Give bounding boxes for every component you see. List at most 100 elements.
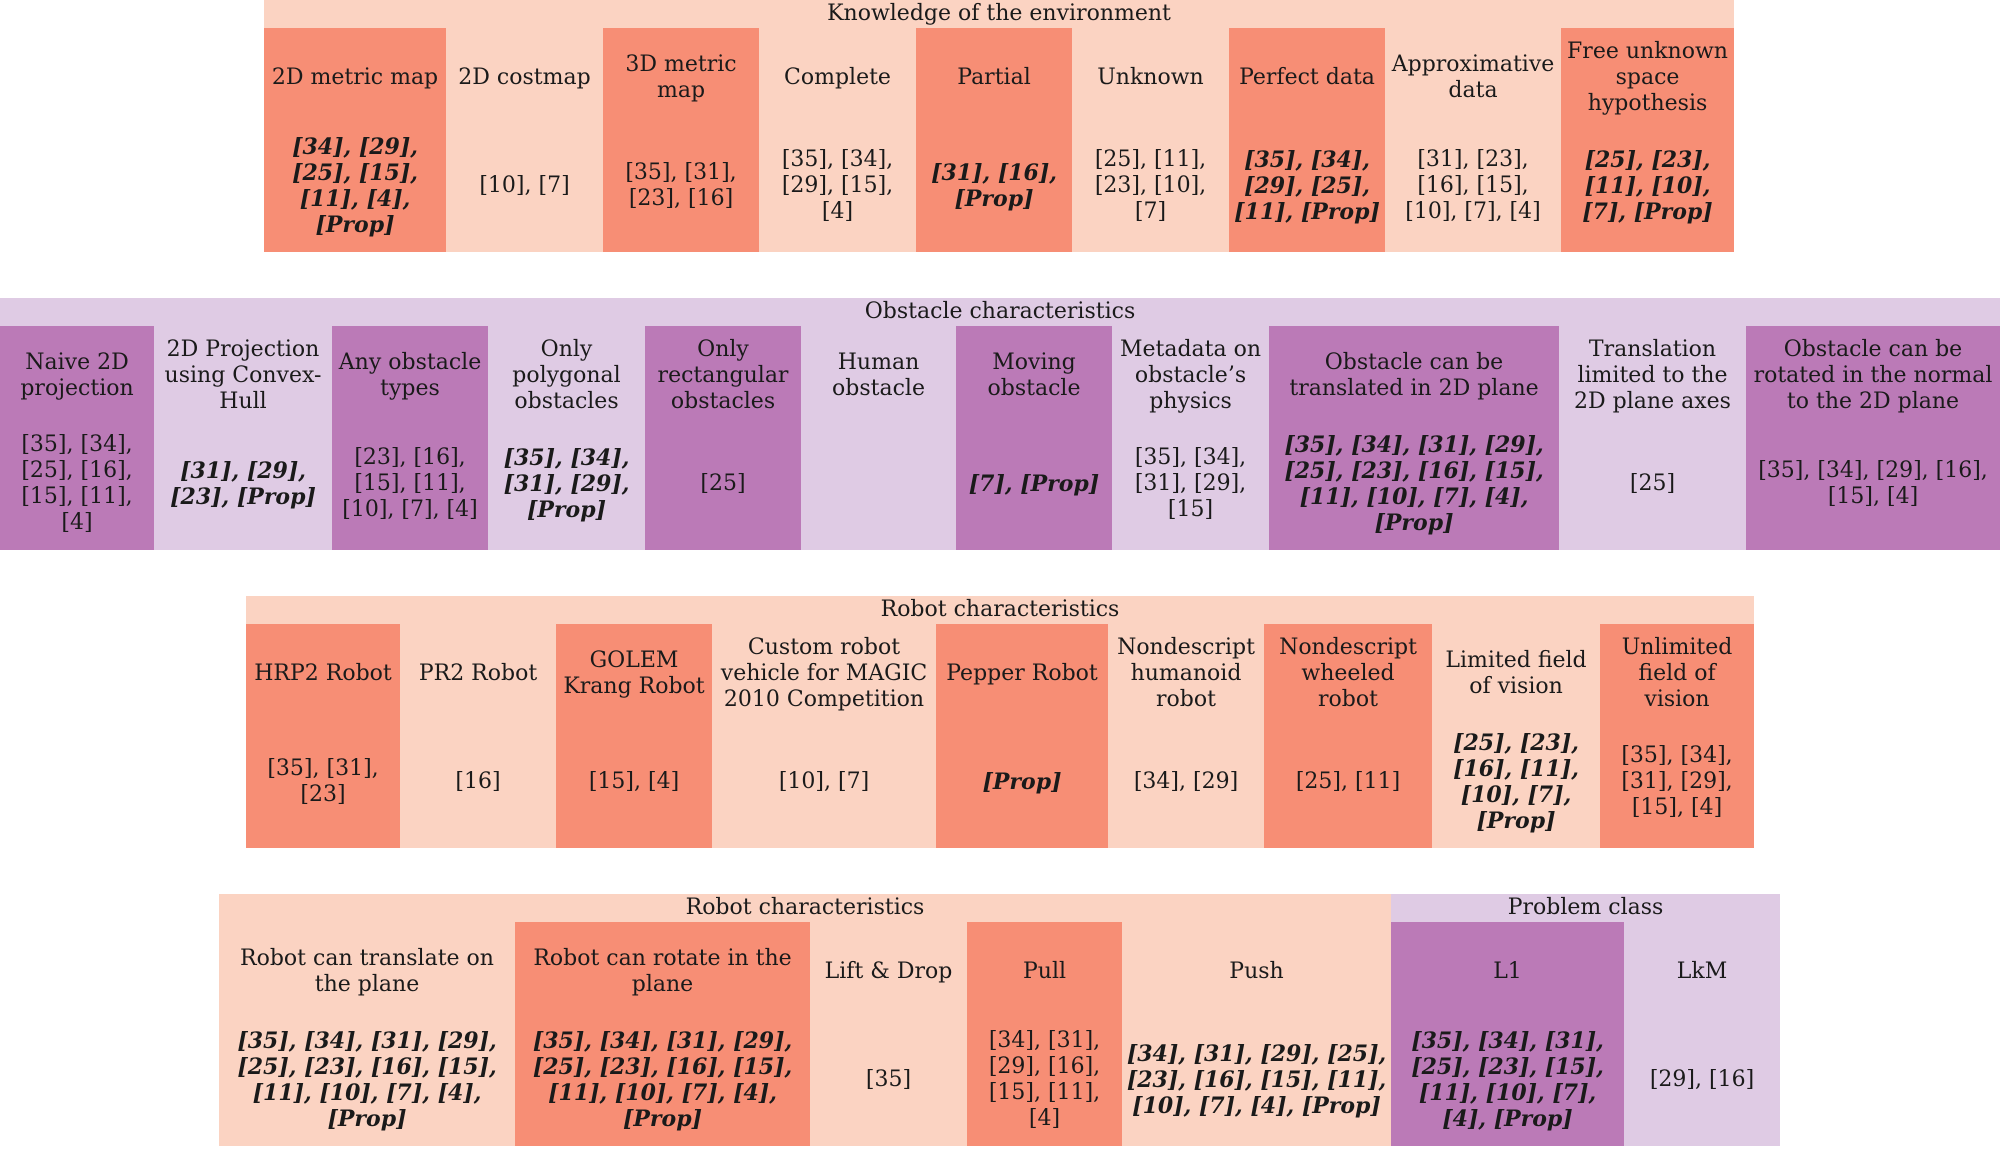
column-references: [35], [34], [31], [29], [15] <box>1134 445 1247 522</box>
column-lift-drop: Lift & Drop [35] <box>810 922 967 1146</box>
column-metadata-on-obstacle-s-physics: Metadata on obstacle’s physics [35], [34]… <box>1112 326 1269 550</box>
column-perfect-data: Perfect data [35], [34], [29], [25], [11]… <box>1229 28 1385 252</box>
column-references: [7], [Prop] <box>968 471 1100 497</box>
section-header: Obstacle characteristics <box>0 298 2000 326</box>
column-title: PR2 Robot <box>418 661 538 686</box>
column-title: Obstacle can be rotated in the normal to… <box>1753 337 1993 414</box>
column-title: Lift & Drop <box>824 959 953 984</box>
column-references: [35], [34], [29], [16], [15], [4] <box>1758 458 1988 509</box>
column-robot-can-translate-on-the-plane: Robot can translate on the plane [35], [3… <box>219 922 515 1146</box>
column-2d-projection-using-convex-hull: 2D Projection using Convex-Hull [31], [29… <box>154 326 332 550</box>
section-columns: Robot can translate on the plane [35], [3… <box>219 922 1780 1146</box>
column-robot-can-rotate-in-the-plane: Robot can rotate in the plane [35], [34],… <box>515 922 810 1146</box>
column-only-rectangular-obstacles: Only rectangular obstacles [25] <box>645 326 801 550</box>
column-title: Robot can translate on the plane <box>240 946 494 997</box>
column-moving-obstacle: Moving obstacle [7], [Prop] <box>956 326 1112 550</box>
column-title: Metadata on obstacle’s physics <box>1119 337 1262 414</box>
column-title: Complete <box>784 65 891 90</box>
column-references: [25], [11] <box>1295 769 1401 794</box>
column-pull: Pull [34], [31], [29], [16], [15], [11], … <box>967 922 1122 1146</box>
column-nondescript-humanoid-robot: Nondescript humanoid robot [34], [29] <box>1108 624 1264 848</box>
column-title: Pull <box>1022 959 1067 984</box>
column-references: [34], [31], [29], [25], [23], [16], [15]… <box>1126 1041 1387 1119</box>
column-complete: Complete [35], [34], [29], [15], [4] <box>759 28 916 252</box>
column-references: [34], [31], [29], [16], [15], [11], [4] <box>988 1028 1101 1131</box>
column-3d-metric-map: 3D metric map [35], [31], [23], [16] <box>603 28 759 252</box>
column-title: Unknown <box>1097 65 1204 90</box>
column-references: [35] <box>865 1067 912 1092</box>
column-only-polygonal-obstacles: Only polygonal obstacles [35], [34], [31]… <box>488 326 645 550</box>
column-title: Human obstacle <box>832 350 925 401</box>
column-any-obstacle-types: Any obstacle types [23], [16], [15], [11]… <box>332 326 488 550</box>
column-title: Obstacle can be translated in 2D plane <box>1289 350 1539 401</box>
column-title: Naive 2D projection <box>20 350 134 401</box>
column-golem-krang-robot: GOLEM Krang Robot [15], [4] <box>556 624 712 848</box>
column-pr2-robot: PR2 Robot [16] <box>400 624 556 848</box>
column-title: Free unknown space hypothesis <box>1567 39 1728 116</box>
column-references: [35], [34], [31], [25], [23], [15], [11]… <box>1411 1028 1604 1132</box>
column-title: Robot can rotate in the plane <box>533 946 792 997</box>
column-title: GOLEM Krang Robot <box>563 648 705 699</box>
column-title: Partial <box>957 65 1031 90</box>
section-header-problem-class: Problem class <box>1391 894 1780 922</box>
column-title: HRP2 Robot <box>254 661 392 686</box>
column-unknown: Unknown [25], [11], [23], [10], [7] <box>1072 28 1229 252</box>
column-title: Approximative data <box>1391 52 1555 103</box>
column-references: [25], [11], [23], [10], [7] <box>1094 147 1207 224</box>
column-references: [34], [29], [25], [15], [11], [4], [Prop… <box>292 134 418 238</box>
column-references: [10], [7] <box>479 173 570 198</box>
column-references: [35], [34], [31], [29], [15], [4] <box>1621 743 1733 820</box>
section-header: Robot characteristics <box>246 596 1754 624</box>
column-title: L1 <box>1493 959 1522 984</box>
column-references: [31], [23], [16], [15], [10], [7], [4] <box>1405 147 1541 224</box>
column-references: [25] <box>700 471 746 496</box>
column-references: [35], [31], [23] <box>267 756 379 807</box>
column-references: [31], [29], [23], [Prop] <box>170 458 316 510</box>
column-human-obstacle: Human obstacle <box>801 326 956 550</box>
column-title: Any obstacle types <box>338 350 482 401</box>
column-references: [35], [34], [31], [29], [25], [23], [16]… <box>532 1028 793 1132</box>
column-2d-costmap: 2D costmap [10], [7] <box>446 28 603 252</box>
column-references <box>805 426 952 550</box>
column-limited-field-of-vision: Limited field of vision [25], [23], [16],… <box>1432 624 1600 848</box>
column-custom-robot-vehicle-for-magic-2010-competition: Custom robot vehicle for MAGIC 2010 Comp… <box>712 624 936 848</box>
column-unlimited-field-of-vision: Unlimited field of vision [35], [34], [31… <box>1600 624 1754 848</box>
column-references: [Prop] <box>982 769 1062 795</box>
column-title: Nondescript wheeled robot <box>1279 635 1417 712</box>
column-obstacle-can-be-translated-in-2d-plane: Obstacle can be translated in 2D plane [3… <box>1269 326 1559 550</box>
section-columns: Naive 2D projection [35], [34], [25], [16… <box>0 326 2000 550</box>
column-title: 2D metric map <box>271 65 439 90</box>
column-references: [35], [34], [31], [29], [25], [23], [16]… <box>237 1028 497 1132</box>
column-nondescript-wheeled-robot: Nondescript wheeled robot [25], [11] <box>1264 624 1432 848</box>
column-2d-metric-map: 2D metric map [34], [29], [25], [15], [11… <box>264 28 446 252</box>
section-knowledge-environment: Knowledge of the environment 2D metric m… <box>264 0 1734 252</box>
column-obstacle-can-be-rotated-in-the-normal-to-the-2d-plane: Obstacle can be rotated in the normal to… <box>1746 326 2000 550</box>
column-references: [35], [34], [31], [29], [Prop] <box>503 445 630 523</box>
column-title: Only rectangular obstacles <box>657 337 789 414</box>
column-pepper-robot: Pepper Robot [Prop] <box>936 624 1108 848</box>
column-references: [25], [23], [16], [11], [10], [7], [Prop… <box>1453 730 1579 834</box>
column-references: [25], [23], [11], [10], [7], [Prop] <box>1582 147 1713 225</box>
column-references: [10], [7] <box>778 769 870 794</box>
section-robot-characteristics: Robot characteristics HRP2 Robot [35], [3… <box>246 596 1754 848</box>
column-references: [31], [16], [Prop] <box>931 160 1057 212</box>
column-references: [23], [16], [15], [11], [10], [7], [4] <box>342 445 478 522</box>
column-title: Unlimited field of vision <box>1621 635 1733 712</box>
column-title: Custom robot vehicle for MAGIC 2010 Comp… <box>720 635 928 712</box>
column-references: [16] <box>455 769 501 794</box>
column-title: 3D metric map <box>625 52 737 103</box>
section-columns: 2D metric map [34], [29], [25], [15], [11… <box>264 28 1734 252</box>
column-approximative-data: Approximative data [31], [23], [16], [15]… <box>1385 28 1561 252</box>
column-references: [35], [34], [25], [16], [15], [11], [4] <box>21 432 133 535</box>
column-naive-2d-projection: Naive 2D projection [35], [34], [25], [16… <box>0 326 154 550</box>
section-robot-and-problem-class: Robot characteristics Problem class Robo… <box>219 894 1780 1146</box>
section-columns: HRP2 Robot [35], [31], [23] PR2 Robot [16] G… <box>246 624 1754 848</box>
column-references: [25] <box>1629 471 1676 496</box>
column-title: Nondescript humanoid robot <box>1117 635 1255 712</box>
column-translation-limited-to-the-2d-plane-axes: Translation limited to the 2D plane axes… <box>1559 326 1746 550</box>
column-title: Translation limited to the 2D plane axes <box>1574 337 1731 414</box>
column-references: [15], [4] <box>588 769 680 794</box>
column-partial: Partial [31], [16], [Prop] <box>916 28 1072 252</box>
column-references: [35], [34], [31], [29], [25], [23], [16]… <box>1284 432 1544 536</box>
column-title: LkM <box>1676 959 1728 984</box>
